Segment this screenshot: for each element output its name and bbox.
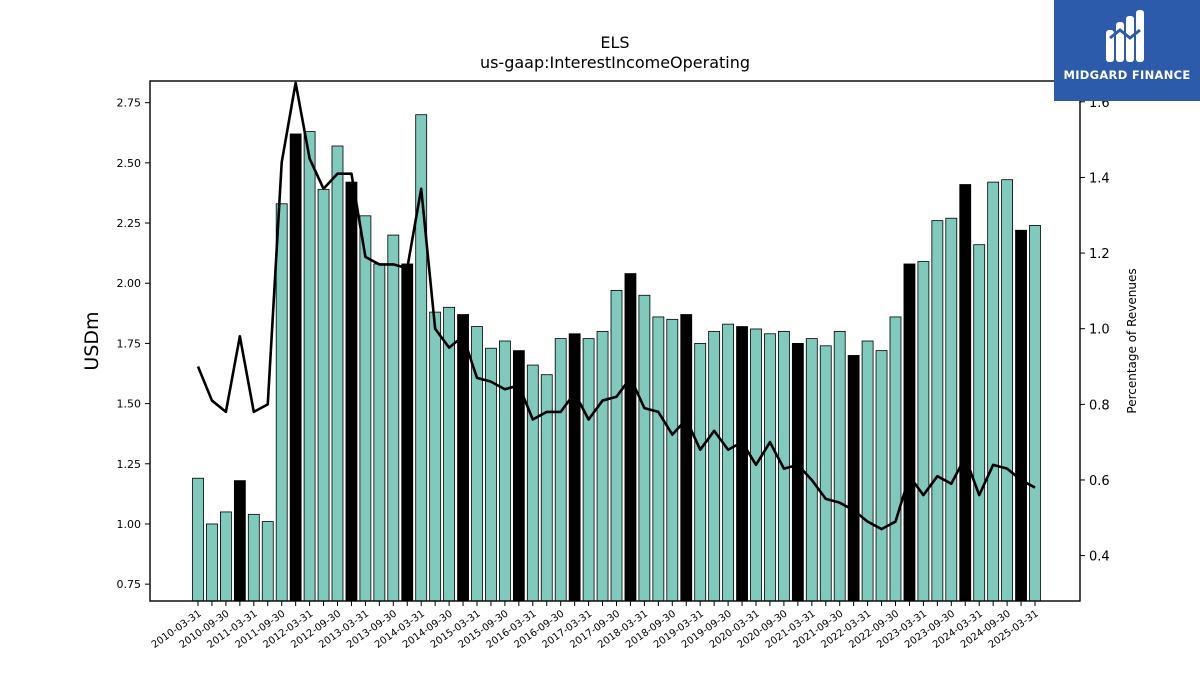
bar: [289, 133, 302, 602]
bar: [526, 364, 539, 602]
bar: [987, 181, 1000, 602]
bar: [359, 215, 372, 602]
bar: [833, 330, 846, 602]
bar: [443, 306, 456, 602]
bar: [819, 345, 832, 602]
series-line: [196, 81, 1036, 531]
y2-tick-label: 1.0: [1089, 323, 1110, 338]
bar: [680, 314, 693, 602]
bar: [485, 347, 497, 602]
bar: [1015, 229, 1027, 602]
bar: [889, 316, 902, 602]
bar: [401, 263, 414, 602]
y-tick-label: 1.50: [117, 398, 142, 411]
bar: [387, 234, 400, 602]
bar: [233, 480, 246, 602]
bar: [331, 145, 344, 602]
brand-logo: MIDGARD FINANCE: [1054, 0, 1200, 101]
bar: [959, 184, 972, 602]
bar: [429, 311, 442, 602]
y2-tick-label: 0.6: [1089, 474, 1110, 489]
y-tick-label: 2.00: [117, 277, 142, 290]
bar: [554, 338, 567, 602]
y2-tick-label: 1.2: [1089, 247, 1110, 262]
bar: [540, 374, 553, 602]
bar: [694, 343, 707, 602]
bar: [498, 340, 511, 602]
bar: [652, 316, 665, 602]
bar: [345, 181, 358, 602]
bar: [568, 333, 581, 602]
bar: [945, 217, 958, 602]
bar: [973, 244, 986, 602]
bar: [666, 318, 679, 602]
y-axis-label: USDm: [81, 311, 103, 370]
chart-title: ELS: [600, 33, 630, 52]
bar: [275, 203, 288, 602]
bar: [931, 220, 944, 602]
chart-subtitle: us-gaap:InterestIncomeOperating: [479, 53, 751, 72]
bar: [847, 355, 860, 602]
bar: [805, 338, 818, 602]
bar: [206, 523, 218, 602]
y-tick-label: 2.75: [117, 97, 142, 110]
bar: [791, 343, 804, 602]
bar: [708, 330, 721, 602]
bar: [1029, 225, 1041, 602]
y2-tick-label: 0.4: [1089, 550, 1110, 565]
y-tick-label: 0.75: [117, 578, 142, 591]
bar: [373, 263, 386, 602]
y-tick-label: 1.75: [117, 337, 142, 350]
bar: [582, 338, 595, 602]
bar: [247, 513, 260, 602]
y2-axis-label: Percentage of Revenues: [1125, 268, 1139, 413]
bar: [736, 326, 748, 602]
bar: [764, 333, 776, 602]
bar: [219, 511, 232, 602]
bar: [903, 263, 916, 602]
y2-tick-label: 1.4: [1089, 171, 1110, 186]
y2-tick-label: 0.8: [1089, 398, 1110, 413]
logo-text: MIDGARD FINANCE: [1063, 68, 1191, 82]
bar: [875, 350, 888, 602]
bar: [596, 330, 609, 602]
bar: [861, 340, 874, 602]
y-tick-label: 2.25: [117, 217, 142, 230]
y-tick-label: 1.25: [117, 458, 142, 471]
bar: [317, 188, 330, 602]
y-tick-label: 2.50: [117, 157, 142, 170]
bar: [722, 323, 734, 602]
y-tick-label: 1.00: [117, 518, 142, 531]
plot-frame: [149, 80, 1081, 602]
midgard-m-icon: [1106, 10, 1144, 62]
bar: [261, 521, 274, 602]
bar: [624, 273, 637, 602]
bar: [638, 294, 651, 602]
bar: [610, 290, 623, 602]
bar: [303, 131, 316, 602]
bar: [192, 477, 204, 602]
bar: [457, 314, 469, 602]
bar: [917, 261, 930, 602]
bar: [1001, 179, 1013, 602]
